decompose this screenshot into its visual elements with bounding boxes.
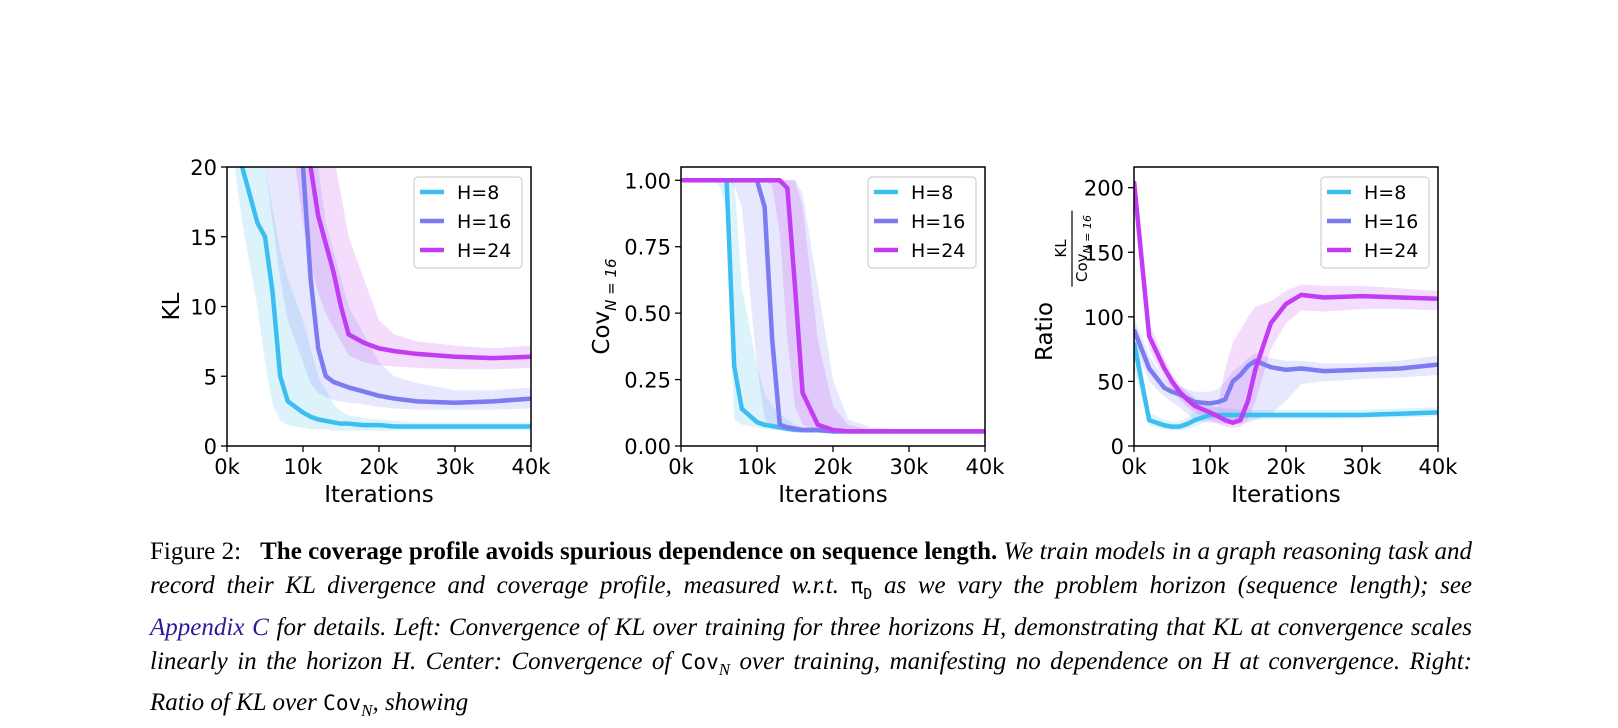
y-axis-label: KL bbox=[159, 292, 185, 320]
x-tick-label: 40k bbox=[1419, 455, 1459, 479]
y-tick-label: 20 bbox=[190, 156, 217, 180]
caption-symbol: π bbox=[850, 573, 864, 598]
x-tick-label: 30k bbox=[1343, 455, 1383, 479]
fraction-denominator-sub: N = 16 bbox=[1081, 215, 1094, 253]
legend-label: H=24 bbox=[1364, 240, 1418, 262]
band bbox=[681, 180, 985, 433]
plot-area bbox=[681, 178, 985, 434]
x-tick-label: 10k bbox=[1191, 455, 1231, 479]
caption-symbol: Cov bbox=[680, 649, 719, 674]
x-tick-label: 20k bbox=[360, 455, 400, 479]
band bbox=[681, 180, 985, 433]
x-tick-label: 0k bbox=[214, 455, 240, 479]
y-tick-label: 0 bbox=[1111, 435, 1124, 459]
y-axis-label-text: Cov bbox=[589, 311, 615, 355]
caption: Figure 2: The coverage profile avoids sp… bbox=[150, 535, 1472, 728]
y-tick-label: 150 bbox=[1084, 241, 1124, 265]
y-tick-label: 200 bbox=[1084, 177, 1124, 201]
legend-label: H=16 bbox=[1364, 211, 1418, 233]
x-tick-label: 10k bbox=[284, 455, 324, 479]
legend-label: H=16 bbox=[911, 211, 965, 233]
band bbox=[234, 167, 531, 431]
caption-title: The coverage profile avoids spurious dep… bbox=[260, 538, 998, 565]
y-axis-label: CovN = 16 bbox=[589, 258, 620, 354]
x-tick-label: 0k bbox=[1121, 455, 1147, 479]
y-tick-label: 1.00 bbox=[624, 169, 671, 193]
line bbox=[1134, 180, 1438, 425]
line bbox=[1134, 342, 1438, 429]
y-tick-label: 0.50 bbox=[624, 302, 671, 326]
fraction-denominator: CovN = 16 bbox=[1073, 215, 1094, 282]
chart: 0k 10k 20k 30k 40k 0.00 0.25 0.50 0.75 1.00 Iterat… bbox=[589, 166, 1006, 508]
legend-label: H=8 bbox=[1364, 182, 1406, 204]
x-tick-label: 30k bbox=[890, 455, 930, 479]
legend-label: H=24 bbox=[911, 240, 965, 262]
x-tick-label: 0k bbox=[668, 455, 694, 479]
caption-subscript: N bbox=[361, 701, 373, 720]
figure: 0k 10k 20k 30k 40k 0 5 10 15 20 Iterations KL H=8 H=1… bbox=[159, 156, 1459, 508]
caption-subscript: N bbox=[718, 659, 731, 679]
y-tick-label: 50 bbox=[1097, 370, 1124, 394]
y-tick-label: 100 bbox=[1084, 306, 1124, 330]
caption-text: , showing bbox=[372, 689, 469, 716]
x-axis-label: Iterations bbox=[324, 482, 434, 508]
caption-subscript: D bbox=[863, 584, 873, 603]
x-tick-label: 40k bbox=[966, 455, 1006, 479]
y-axis-label-text: Ratio bbox=[1032, 302, 1058, 361]
fraction-numerator: KL bbox=[1052, 239, 1070, 258]
y-tick-label: 0.00 bbox=[624, 435, 671, 459]
legend-box bbox=[1320, 176, 1430, 269]
band bbox=[295, 167, 531, 370]
line bbox=[300, 167, 531, 406]
line bbox=[681, 178, 985, 434]
legend-label: H=8 bbox=[457, 182, 499, 204]
y-axis-label-text: KL bbox=[159, 292, 185, 320]
x-axis-label: Iterations bbox=[778, 482, 888, 508]
chart: 0k 10k 20k 30k 40k 0 5 10 15 20 Iterations KL H=8 H=1… bbox=[159, 156, 552, 508]
band bbox=[1134, 168, 1438, 428]
y-tick-label: 0 bbox=[204, 435, 217, 459]
x-tick-label: 10k bbox=[738, 455, 778, 479]
x-tick-label: 40k bbox=[512, 455, 552, 479]
caption-text: as we vary the problem horizon (sequence… bbox=[872, 571, 1473, 599]
caption-text: for details. Left: Convergence of KL ove… bbox=[150, 614, 1472, 675]
y-tick-label: 0.75 bbox=[624, 236, 671, 260]
line bbox=[308, 167, 531, 361]
x-tick-label: 20k bbox=[814, 455, 854, 479]
x-tick-label: 20k bbox=[1267, 455, 1307, 479]
y-axis-label: Ratio bbox=[1032, 302, 1058, 361]
chart: 0k 10k 20k 30k 40k 0 50 100 150 200 Iterations Rati… bbox=[1032, 166, 1459, 508]
y-tick-label: 15 bbox=[190, 226, 217, 250]
x-tick-label: 30k bbox=[436, 455, 476, 479]
plot-area bbox=[234, 167, 531, 431]
page: {"chart_data": [ {"type": "line", "xlabe… bbox=[150, 156, 1473, 720]
legend-label: H=16 bbox=[457, 211, 511, 233]
legend-box bbox=[867, 176, 977, 269]
caption-symbol: Cov bbox=[323, 691, 362, 715]
y-axis-label-sub: N = 16 bbox=[602, 258, 620, 310]
y-tick-label: 5 bbox=[204, 365, 217, 389]
legend-label: H=24 bbox=[457, 240, 511, 262]
legend-label: H=8 bbox=[911, 182, 953, 204]
caption-text: We train models in a graph reasoning tas… bbox=[150, 538, 1473, 599]
caption-label: Figure 2: bbox=[150, 538, 242, 565]
y-tick-label: 10 bbox=[190, 296, 217, 320]
band bbox=[265, 167, 531, 410]
x-axis-label: Iterations bbox=[1231, 482, 1341, 508]
plot-area bbox=[1134, 168, 1438, 431]
y-tick-label: 0.25 bbox=[624, 369, 671, 393]
appendix-link[interactable]: Appendix C bbox=[150, 614, 269, 641]
line bbox=[239, 167, 531, 429]
fraction-denominator-text: Cov bbox=[1073, 253, 1091, 282]
line bbox=[1134, 328, 1438, 406]
legend-box bbox=[413, 176, 523, 269]
